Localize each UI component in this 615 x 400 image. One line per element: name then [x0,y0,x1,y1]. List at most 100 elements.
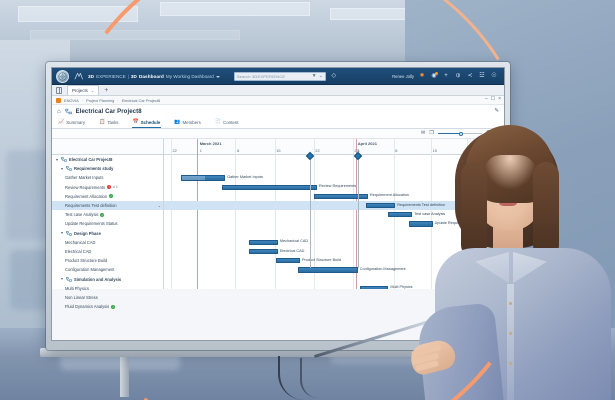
home-icon[interactable]: ⌂ [57,108,61,115]
breadcrumb-item-project[interactable]: Electrical Car Project8 [121,97,161,103]
timeline-gridline [170,155,172,289]
3ds-logo-icon[interactable] [73,71,84,82]
zoom-track-remainder [460,133,482,134]
app-topbar: 3D EXPERIENCE | 3D Dashboard My Working Da… [52,68,504,85]
gantt-bar-label: Electrical CAD [279,248,305,253]
project-icon [64,108,72,115]
timeline-gridline [356,155,358,289]
wall-display: 3D EXPERIENCE | 3D Dashboard My Working Da… [46,62,510,350]
task-row[interactable]: Multi Physics [52,284,163,293]
task-row[interactable]: Fluid Dynamics Analysis ✓ [52,302,163,311]
gantt-bar[interactable] [276,258,300,264]
task-row[interactable]: Update Requirements Status [52,219,163,228]
gantt-bar-label: Mechanical CAD [279,239,309,244]
collab-icon[interactable]: ☳ [479,73,485,79]
task-row[interactable]: Electrical CAD [52,247,163,256]
task-row[interactable]: Non Linear Stress [52,293,163,302]
task-row[interactable]: Test case Analysis ✓ [52,210,163,219]
apps-grid-icon[interactable]: ✸ [419,73,425,79]
restore-button[interactable]: ☐ [490,96,496,102]
tab-schedule-label: Schedule [140,120,161,125]
notification-badge [435,72,438,75]
task-row[interactable]: Configuration Management [52,265,163,274]
tab-tasks[interactable]: 📋 Tasks [98,118,119,128]
mail-icon[interactable]: ✉ [421,130,426,136]
task-row[interactable]: Review Requirements! x 1 [52,183,163,192]
share-icon[interactable]: ≺ [467,73,473,79]
gantt-bar[interactable] [221,184,317,190]
tab-members[interactable]: 👥 Members [173,118,202,128]
status-badge: ✓ [111,304,116,309]
user-name[interactable]: Renee Jolly [392,73,414,79]
task-row[interactable]: Requirement Allocation ✓ [52,192,163,201]
expand-collapse-icon[interactable]: ▾ [60,230,63,236]
task-row[interactable]: ▾ Electrical Car Project8 [52,155,163,164]
gantt-bar[interactable] [313,193,368,200]
gantt-bar-label: Requirement Allocation [370,193,410,198]
tab-projects[interactable]: Projects ⌄ [67,85,100,95]
gantt-bar[interactable] [366,202,396,209]
task-row[interactable]: ▾ Design Phase [52,229,163,238]
help-icon[interactable]: ☉ [491,73,497,79]
side-panel-icon[interactable] [56,86,62,94]
gantt-bar-progress [182,176,206,180]
gantt-bar[interactable] [408,221,433,227]
task-row[interactable]: Mechanical CAD [52,238,163,247]
search-placeholder: Search 3DEXPERIENCE [236,73,286,79]
task-name: Requirement Allocation [65,193,108,199]
chevron-down-icon[interactable] [215,75,220,78]
task-row[interactable]: Product Structure Build [52,256,163,265]
project-node-icon [65,276,72,282]
chevron-down-icon[interactable]: ⌄ [318,72,323,79]
expand-collapse-icon[interactable]: ▾ [60,276,63,282]
tab-projects-label: Projects [72,88,88,93]
tag-icon[interactable]: ◇ [331,73,337,79]
minimize-button[interactable]: – [484,96,488,102]
link-icon[interactable]: ⦶ [455,73,461,79]
gantt-bar[interactable] [388,212,413,218]
close-button[interactable]: × [498,96,501,102]
task-row[interactable]: ▾ Requirements study [52,164,163,173]
pencil-icon[interactable]: ✎ [494,107,499,114]
project-node-icon [65,230,72,236]
presenter [313,70,615,400]
filter-icon[interactable]: ▼ [311,72,317,79]
row-menu-icon[interactable]: ⌄ [157,203,161,209]
compass-icon[interactable] [56,69,69,83]
task-row[interactable]: Requirements Test definition ⌄ [52,200,163,211]
tab-schedule[interactable]: 📅 Schedule [131,118,162,128]
brand-title[interactable]: 3D EXPERIENCE | 3D Dashboard My Working Da… [88,74,220,79]
expand-collapse-icon[interactable]: ▾ [55,156,58,162]
add-tab-button[interactable]: + [104,86,109,94]
task-row[interactable]: Gather Market Inputs [52,173,163,182]
tab-content[interactable]: 📄 Content [214,118,240,128]
gantt-bar[interactable] [298,267,358,273]
task-row[interactable]: ▾ Simulation and Analysis [52,274,163,283]
search-input[interactable]: Search 3DEXPERIENCE ▼ ⌄ [233,71,326,81]
timeline-gridline [274,155,276,289]
breadcrumb-item-project-planning[interactable]: Project Planning [86,97,115,103]
brand-experience: EXPERIENCE [96,73,126,79]
zoom-slider[interactable] [437,131,482,137]
tab-content-label: Content [223,120,239,125]
export-icon[interactable]: ❐ [429,130,434,136]
milestone-stem [310,160,312,268]
zoom-knob[interactable] [458,131,463,136]
notifications-icon[interactable]: ◉ [431,72,438,79]
task-name: Requirements study [74,166,114,172]
document-icon: 📄 [214,119,222,125]
gantt-bar[interactable] [181,175,226,181]
gantt-bar[interactable] [249,248,278,255]
tab-summary[interactable]: 📈 Summary [57,118,86,128]
timeline-gridline [393,139,395,155]
breadcrumb-item-enovia[interactable]: ENOVIA [64,97,79,103]
timeline-gridline [274,139,276,155]
display-leg [120,357,129,397]
add-icon[interactable]: + [444,73,448,79]
project-nav-tabs: 📈 Summary 📋 Tasks 📅 Schedule 👥 Members [52,118,504,129]
gantt-bar[interactable] [249,239,278,246]
expand-collapse-icon[interactable]: ▾ [60,165,63,171]
chevron-down-icon[interactable]: ⌄ [90,88,95,93]
gantt-bar[interactable] [359,285,389,289]
timeline-gridline [352,139,354,155]
